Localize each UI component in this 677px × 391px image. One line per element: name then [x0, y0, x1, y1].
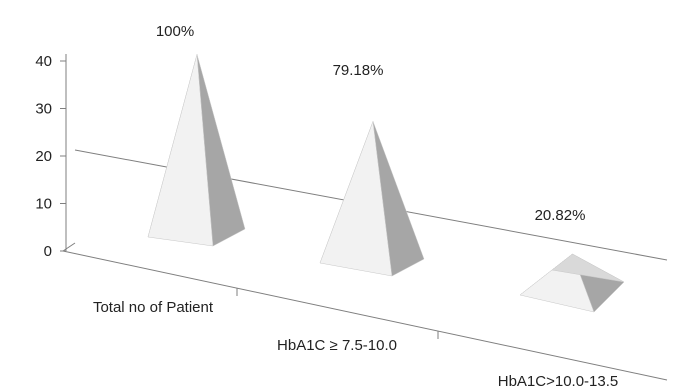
pyramid-right-face — [196, 54, 246, 247]
pyramid-2 — [319, 121, 425, 277]
category-label-1: Total no of Patient — [93, 299, 214, 316]
pyramid-back-face — [551, 253, 625, 283]
x-axis-ticks — [236, 288, 439, 339]
pyramid-1 — [147, 54, 246, 247]
category-label-3: HbA1C>10.0-13.5 — [498, 373, 619, 390]
pyramid-right-face — [372, 121, 425, 277]
y-axis-ticks: 0 10 20 30 40 — [35, 53, 66, 260]
data-label-3: 20.82% — [535, 207, 586, 224]
y-tick-label: 20 — [35, 148, 52, 165]
y-tick-label: 10 — [35, 196, 52, 213]
data-label-1: 100% — [156, 23, 194, 40]
floor-left-edge — [62, 242, 76, 252]
y-tick-label: 40 — [35, 53, 52, 70]
pyramid-3 — [519, 253, 625, 313]
y-tick-label: 30 — [35, 101, 52, 118]
data-label-2: 79.18% — [333, 62, 384, 79]
category-label-2: HbA1C ≥ 7.5-10.0 — [277, 337, 397, 354]
pyramid-series — [147, 54, 625, 313]
floor-front-edge — [62, 250, 668, 381]
y-tick-label: 0 — [44, 243, 52, 260]
